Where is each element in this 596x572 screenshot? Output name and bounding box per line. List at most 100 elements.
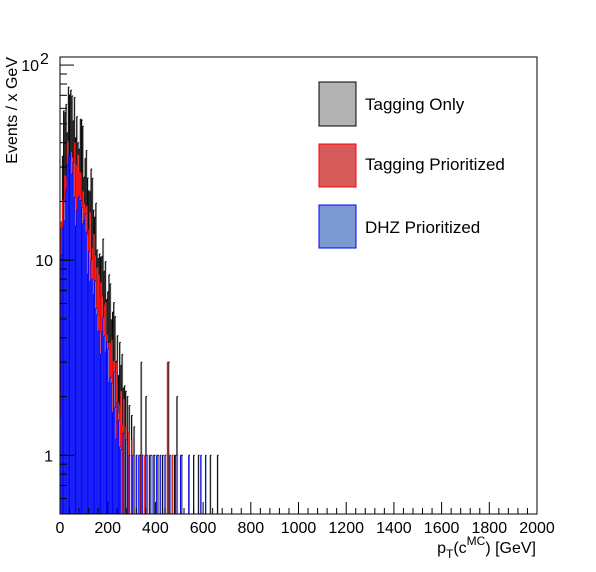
x-axis-title-sup: MC <box>467 534 486 548</box>
bar-dhz-prioritized <box>111 383 113 514</box>
y-tick-label: 1 <box>44 448 53 465</box>
bar-tagging-only <box>139 455 142 514</box>
bar-dhz-prioritized <box>95 307 97 514</box>
bar-dhz-prioritized <box>119 446 121 514</box>
bar-dhz-prioritized <box>200 455 202 514</box>
bar-dhz-prioritized <box>64 220 66 514</box>
bar-dhz-prioritized <box>67 164 69 514</box>
bar-dhz-prioritized <box>118 420 120 514</box>
bar-tagging-prioritized <box>127 433 130 514</box>
bar-dhz-prioritized <box>79 196 81 514</box>
bar-dhz-prioritized <box>75 225 77 514</box>
x-tick-label: 1400 <box>376 520 412 537</box>
bar-dhz-prioritized <box>120 449 123 514</box>
bar-tagging-prioritized <box>176 455 179 514</box>
legend-label-dhz-prioritized: DHZ Prioritized <box>365 218 480 237</box>
bar-tagging-only <box>157 455 159 514</box>
bar-tagging-only <box>198 455 200 514</box>
x-tick-label: 2000 <box>519 520 555 537</box>
bar-tagging-prioritized <box>141 455 143 514</box>
bar-dhz-prioritized <box>96 314 99 514</box>
x-tick-label: 400 <box>142 520 169 537</box>
bar-dhz-prioritized <box>145 455 148 514</box>
bar-tagging-prioritized <box>122 425 124 514</box>
y-axis-title: Events / x GeV <box>4 57 21 164</box>
legend-label-tagging-only: Tagging Only <box>365 95 465 114</box>
bar-dhz-prioritized <box>80 200 82 514</box>
bar-dhz-prioritized <box>100 354 102 514</box>
x-tick-label: 800 <box>237 520 264 537</box>
bar-tagging-only <box>154 455 156 514</box>
x-tick-label: 1200 <box>328 520 364 537</box>
bar-dhz-prioritized <box>86 232 88 514</box>
bar-dhz-prioritized <box>153 455 155 514</box>
bar-tagging-only <box>141 362 143 514</box>
bar-tagging-only <box>181 455 183 514</box>
bar-tagging-only <box>162 455 164 514</box>
bar-dhz-prioritized <box>205 455 207 514</box>
bar-dhz-prioritized <box>105 351 107 514</box>
bar-dhz-prioritized <box>77 197 80 514</box>
bar-dhz-prioritized <box>60 417 62 514</box>
bar-dhz-prioritized <box>116 438 118 514</box>
x-axis: 0 200 400 600 800 1000 1200 1400 1600 1800 2000 <box>56 502 555 537</box>
x-tick-label: 200 <box>94 520 121 537</box>
bar-dhz-prioritized <box>142 455 144 514</box>
bar-dhz-prioritized <box>94 280 96 514</box>
bar-tagging-only <box>193 455 195 514</box>
bar-dhz-prioritized <box>123 433 125 514</box>
bar-dhz-prioritized <box>132 455 134 514</box>
bar-dhz-prioritized <box>160 455 162 514</box>
bar-dhz-prioritized <box>136 455 138 514</box>
bar-tagging-prioritized <box>144 455 146 514</box>
bar-tagging-only <box>124 385 126 514</box>
bar-dhz-prioritized <box>85 213 87 514</box>
x-axis-title-mid: (c <box>453 540 466 557</box>
bar-dhz-prioritized <box>68 156 70 514</box>
bar-dhz-prioritized <box>188 455 190 514</box>
x-tick-label: 600 <box>190 520 217 537</box>
bar-dhz-prioritized <box>112 412 114 514</box>
bar-tagging-only <box>217 455 219 514</box>
bar-tagging-only <box>133 426 136 514</box>
bar-dhz-prioritized <box>65 189 68 514</box>
bar-dhz-prioritized <box>113 372 115 514</box>
bar-dhz-prioritized <box>61 255 63 514</box>
bar-dhz-prioritized <box>76 210 78 514</box>
legend: Tagging Only Tagging Prioritized DHZ Pri… <box>318 81 505 249</box>
bar-tagging-prioritized <box>172 455 174 514</box>
bar-dhz-prioritized <box>114 407 117 514</box>
bar-dhz-prioritized <box>156 455 158 514</box>
x-axis-title: pT(cMC) [GeV] <box>437 534 536 561</box>
bar-dhz-prioritized <box>81 207 83 514</box>
bar-dhz-prioritized <box>104 335 106 514</box>
bar-dhz-prioritized <box>108 382 111 514</box>
bar-dhz-prioritized <box>92 279 94 514</box>
legend-swatch-tagging-prioritized <box>318 143 357 188</box>
bar-dhz-prioritized <box>89 281 91 514</box>
bar-tagging-only <box>210 455 212 514</box>
bar-dhz-prioritized <box>106 341 108 514</box>
bar-dhz-prioritized <box>175 455 177 514</box>
bar-dhz-prioritized <box>73 162 75 514</box>
bar-dhz-prioritized <box>99 331 101 514</box>
x-tick-label: 1600 <box>424 520 460 537</box>
legend-swatch-tagging-only <box>318 81 357 127</box>
legend-label-tagging-prioritized: Tagging Prioritized <box>365 155 505 174</box>
x-axis-title-sub: T <box>446 547 454 561</box>
bar-dhz-prioritized <box>82 223 84 514</box>
bar-dhz-prioritized <box>110 377 112 514</box>
bar-dhz-prioritized <box>125 439 127 514</box>
bar-dhz-prioritized <box>69 158 71 514</box>
x-tick-label: 1000 <box>281 520 317 537</box>
bar-dhz-prioritized <box>70 151 72 514</box>
bar-dhz-prioritized <box>107 348 109 514</box>
bar-dhz-prioritized <box>62 228 64 514</box>
y-tick-label: 10 <box>21 58 39 75</box>
bar-tagging-prioritized <box>167 362 169 514</box>
x-axis-title-base: p <box>437 540 446 557</box>
x-tick-label: 0 <box>56 520 65 537</box>
bar-dhz-prioritized <box>74 197 76 514</box>
